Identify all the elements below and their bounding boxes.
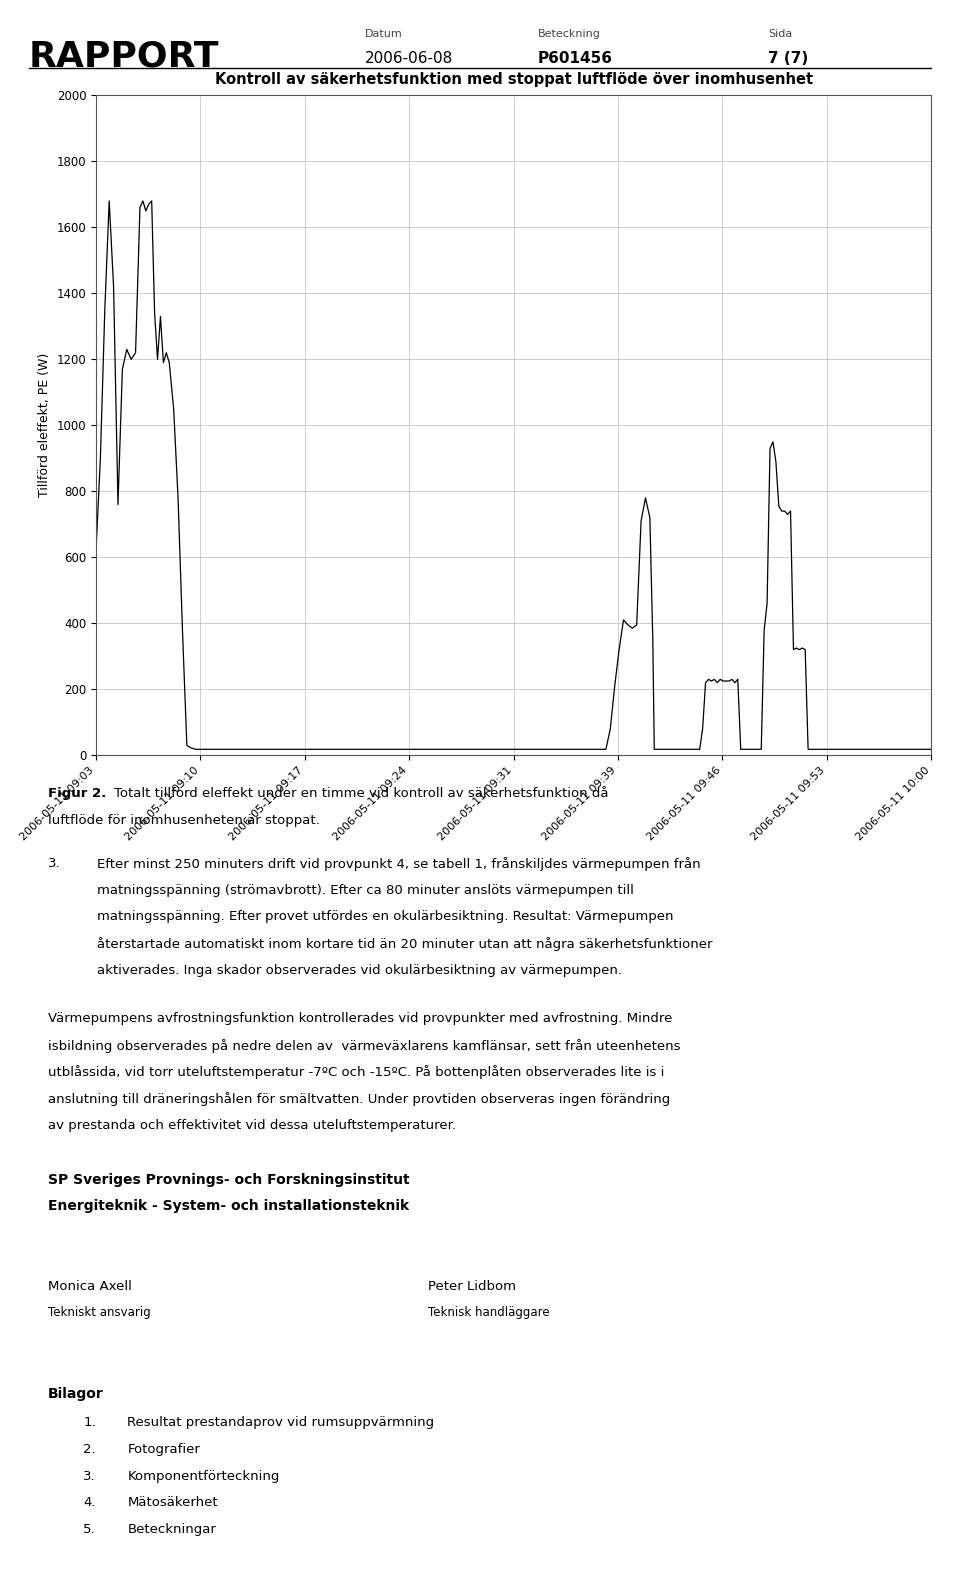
Text: 7 (7): 7 (7)	[768, 51, 808, 65]
Text: SP Sveriges Provnings- och Forskningsinstitut: SP Sveriges Provnings- och Forskningsins…	[48, 1172, 410, 1186]
Text: 2.: 2.	[84, 1442, 96, 1456]
Text: Tekniskt ansvarig: Tekniskt ansvarig	[48, 1307, 151, 1320]
Text: Totalt tillförd eleffekt under en timme vid kontroll av säkerhetsfunktion då: Totalt tillförd eleffekt under en timme …	[114, 787, 609, 800]
Text: Mätosäkerhet: Mätosäkerhet	[128, 1496, 218, 1509]
Text: 5.: 5.	[84, 1523, 96, 1536]
Text: utblåssida, vid torr uteluftstemperatur -7ºC och -15ºC. På bottenplåten observer: utblåssida, vid torr uteluftstemperatur …	[48, 1065, 664, 1080]
Text: 2006-06-08: 2006-06-08	[365, 51, 453, 65]
Text: Beteckningar: Beteckningar	[128, 1523, 216, 1536]
Y-axis label: Tillförd eleffekt, PE (W): Tillförd eleffekt, PE (W)	[38, 353, 51, 498]
Text: 3.: 3.	[48, 857, 60, 870]
Text: Efter minst 250 minuters drift vid provpunkt 4, se tabell 1, frånskiljdes värmep: Efter minst 250 minuters drift vid provp…	[97, 857, 700, 871]
Text: av prestanda och effektivitet vid dessa uteluftstemperaturer.: av prestanda och effektivitet vid dessa …	[48, 1119, 456, 1132]
Text: Beteckning: Beteckning	[538, 29, 600, 38]
Text: matningsspänning. Efter provet utfördes en okulärbesiktning. Resultat: Värmepump: matningsspänning. Efter provet utfördes …	[97, 911, 673, 924]
Text: Värmepumpens avfrostningsfunktion kontrollerades vid provpunkter med avfrostning: Värmepumpens avfrostningsfunktion kontro…	[48, 1011, 672, 1026]
Text: aktiverades. Inga skador observerades vid okulärbesiktning av värmepumpen.: aktiverades. Inga skador observerades vi…	[97, 964, 621, 976]
Text: Bilagor: Bilagor	[48, 1386, 104, 1401]
Text: isbildning observerades på nedre delen av  värmeväxlarens kamflänsar, sett från : isbildning observerades på nedre delen a…	[48, 1038, 681, 1053]
Text: 3.: 3.	[84, 1469, 96, 1482]
Text: RAPPORT: RAPPORT	[29, 40, 219, 73]
Text: 4.: 4.	[84, 1496, 96, 1509]
Text: luftflöde för inomhusenheten är stoppat.: luftflöde för inomhusenheten är stoppat.	[48, 814, 320, 827]
Text: Monica Axell: Monica Axell	[48, 1280, 132, 1293]
Text: Teknisk handläggare: Teknisk handläggare	[428, 1307, 549, 1320]
Text: Sida: Sida	[768, 29, 792, 38]
Text: återstartade automatiskt inom kortare tid än 20 minuter utan att några säkerhets: återstartade automatiskt inom kortare ti…	[97, 937, 712, 951]
Title: Kontroll av säkerhetsfunktion med stoppat luftflöde över inomhusenhet: Kontroll av säkerhetsfunktion med stoppa…	[214, 72, 813, 87]
Text: Resultat prestandaprov vid rumsuppvärmning: Resultat prestandaprov vid rumsuppvärmni…	[128, 1417, 435, 1429]
Text: P601456: P601456	[538, 51, 612, 65]
Text: Datum: Datum	[365, 29, 402, 38]
Text: Energiteknik - System- och installationsteknik: Energiteknik - System- och installations…	[48, 1199, 409, 1213]
Text: Komponentförteckning: Komponentförteckning	[128, 1469, 280, 1482]
Text: Peter Lidbom: Peter Lidbom	[428, 1280, 516, 1293]
Text: matningsspänning (strömavbrott). Efter ca 80 minuter anslöts värmepumpen till: matningsspänning (strömavbrott). Efter c…	[97, 884, 634, 897]
Text: 1.: 1.	[84, 1417, 96, 1429]
Text: Fotografier: Fotografier	[128, 1442, 201, 1456]
Text: anslutning till dräneringshålen för smältvatten. Under provtiden observeras inge: anslutning till dräneringshålen för smäl…	[48, 1092, 670, 1107]
Text: Figur 2.: Figur 2.	[48, 787, 107, 800]
